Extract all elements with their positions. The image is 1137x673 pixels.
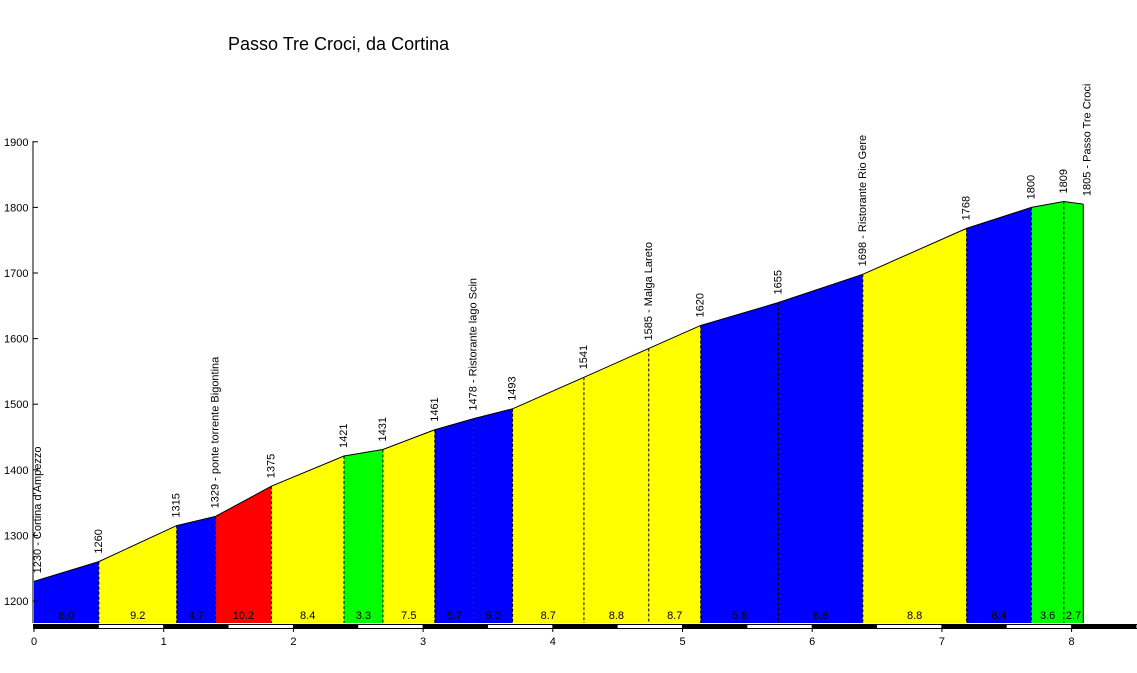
elevation-label: 1493 — [507, 376, 519, 400]
gradient-label: 7.5 — [401, 610, 416, 622]
profile-segment — [176, 516, 216, 623]
profile-segment — [512, 377, 584, 623]
segment-separators — [98, 201, 1065, 623]
elevation-label: 1655 — [772, 270, 784, 294]
elevation-label: 1375 — [265, 454, 277, 478]
elevation-label: 1230 - Cortina d'Ampezzo — [32, 446, 44, 573]
gradient-label: 8.4 — [300, 610, 315, 622]
x-axis-ruler-gap — [877, 625, 942, 628]
x-tick-label: 5 — [679, 636, 685, 648]
profile-segment — [648, 325, 701, 623]
gradient-label: 6.4 — [991, 610, 1006, 622]
gradient-label: 9.2 — [130, 610, 145, 622]
profile-segment — [966, 207, 1032, 623]
x-tick-label: 0 — [31, 636, 37, 648]
profile-segment — [1031, 201, 1064, 623]
x-tick-label: 8 — [1069, 636, 1075, 648]
gradient-label: 2.7 — [1066, 610, 1081, 622]
elevation-label: 1478 - Ristorante lago Scin — [468, 278, 480, 411]
x-axis-ruler — [33, 624, 1137, 629]
elevation-labels: 1230 - Cortina d'Ampezzo 1260 1315 1329 - p… — [32, 84, 1093, 574]
elevation-label: 1461 — [429, 397, 441, 421]
profile-segment — [434, 418, 474, 623]
profile-line — [33, 200, 1084, 582]
profile-segment — [778, 274, 863, 623]
x-tick-label: 1 — [161, 636, 167, 648]
y-axis: 1200 1300 1400 1500 1600 1700 1800 1900 — [4, 137, 38, 623]
x-axis: 0 1 2 3 4 5 6 7 8 — [31, 624, 1137, 648]
elevation-label: 1421 — [338, 424, 350, 448]
x-tick-label: 2 — [290, 636, 296, 648]
profile-segments — [34, 201, 1084, 623]
profile-segment — [583, 348, 649, 623]
x-tick-label: 7 — [939, 636, 945, 648]
x-axis-ruler-gap — [1006, 625, 1072, 628]
profile-segment — [98, 525, 177, 623]
elevation-label: 1260 — [93, 529, 105, 553]
elevation-label: 1698 - Ristorante Rio Gere — [857, 135, 869, 266]
elevation-label: 1329 - ponte torrente Bigontina — [210, 356, 222, 509]
gradient-label: 8.7 — [667, 610, 682, 622]
profile-segment — [215, 486, 272, 623]
gradient-label: 8.8 — [907, 610, 922, 622]
gradient-label: 3.6 — [1040, 610, 1055, 622]
elevation-label: 1805 - Passo Tre Croci — [1081, 84, 1093, 197]
profile-segment — [1063, 201, 1084, 623]
elevation-label: 1620 — [695, 293, 707, 317]
gradient-labels: 6.0 9.2 4.7 10.2 8.4 3.3 7.5 5.7 5.0 8.7 8.8 8.7 5.8… — [59, 610, 1081, 622]
x-tick-label: 6 — [809, 636, 815, 648]
chart-title: Passo Tre Croci, da Cortina — [228, 34, 450, 54]
x-axis-ruler-gap — [358, 625, 424, 628]
x-axis-ruler-gap — [98, 625, 164, 628]
elevation-label: 1768 — [961, 196, 973, 220]
profile-outline — [33, 200, 1084, 623]
y-tick-label: 1400 — [4, 465, 28, 477]
y-tick-label: 1800 — [4, 202, 28, 214]
gradient-label: 10.2 — [233, 610, 254, 622]
gradient-label: 8.7 — [541, 610, 556, 622]
profile-segment — [862, 228, 967, 623]
elevation-label: 1315 — [171, 493, 183, 517]
y-tick-label: 1300 — [4, 530, 28, 542]
x-tick-label: 4 — [550, 636, 556, 648]
elevation-label: 1585 - Malga Lareto — [643, 242, 655, 340]
y-tick-label: 1600 — [4, 334, 28, 346]
elevation-label: 1431 — [377, 417, 389, 441]
profile-segment — [700, 302, 779, 623]
profile-segment — [343, 449, 383, 623]
y-tick-label: 1200 — [4, 596, 28, 608]
profile-segment — [473, 408, 513, 623]
y-tick-label: 1700 — [4, 268, 28, 280]
gradient-label: 8.8 — [609, 610, 624, 622]
gradient-label: 3.3 — [356, 610, 371, 622]
x-axis-ruler-gap — [617, 625, 683, 628]
gradient-label: 6.0 — [59, 610, 74, 622]
x-axis-ruler-gap — [228, 625, 294, 628]
elevation-label: 1541 — [578, 345, 590, 369]
gradient-label: 4.7 — [188, 610, 203, 622]
gradient-label: 6.6 — [813, 610, 828, 622]
profile-segment — [271, 456, 344, 623]
gradient-label: 5.8 — [732, 610, 747, 622]
gradient-label: 5.0 — [485, 610, 500, 622]
x-tick-label: 3 — [420, 636, 426, 648]
elevation-label: 1809 — [1058, 169, 1070, 193]
profile-segment — [382, 429, 435, 623]
y-tick-label: 1900 — [4, 137, 28, 149]
x-axis-ruler-gap — [747, 625, 813, 628]
profile-segment — [34, 561, 99, 623]
elevation-label: 1800 — [1025, 175, 1037, 199]
x-axis-ruler-gap — [487, 625, 553, 628]
y-tick-label: 1500 — [4, 399, 28, 411]
gradient-label: 5.7 — [447, 610, 462, 622]
